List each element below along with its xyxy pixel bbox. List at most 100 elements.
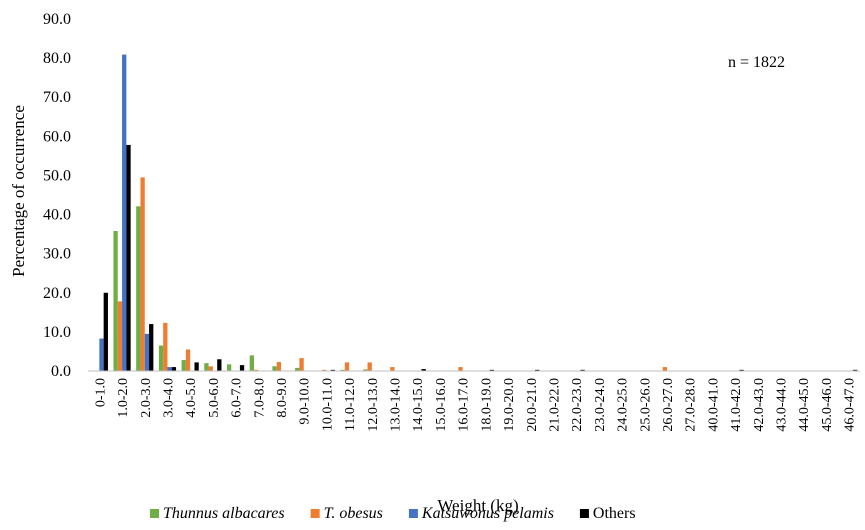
x-tick-label: 23.0-24.0 <box>593 378 608 432</box>
legend-label: Others <box>593 505 636 522</box>
category-group <box>363 362 372 371</box>
legend-label: Thunnus albacares <box>163 505 285 522</box>
bar <box>185 349 191 371</box>
legend-item: Katsuwonus pelamis <box>408 505 554 522</box>
category-group <box>181 349 199 372</box>
x-axis-title: Weight (kg) <box>437 496 518 515</box>
y-tick-label: 20.0 <box>43 285 71 302</box>
bar <box>204 363 209 371</box>
x-tick-label: 46.0-47.0 <box>843 378 858 432</box>
y-tick-label: 80.0 <box>43 50 71 67</box>
bar <box>167 367 172 371</box>
x-tick-label: 6.0-7.0 <box>230 378 245 418</box>
x-tick-label: 2.0-3.0 <box>139 378 154 418</box>
x-tick-label: 12.0-13.0 <box>366 378 381 432</box>
x-tick-label: 10.0-11.0 <box>320 378 335 431</box>
bar <box>253 369 259 371</box>
y-tick-label: 10.0 <box>43 324 71 341</box>
legend-swatch <box>150 509 159 518</box>
legend-swatch <box>310 509 320 518</box>
x-tick-label: 0-1.0 <box>93 378 108 407</box>
x-tick-label: 5.0-6.0 <box>207 378 222 418</box>
legend-swatch <box>408 509 418 518</box>
category-group <box>390 367 395 371</box>
bar <box>181 360 186 371</box>
bar <box>171 367 177 371</box>
category-group <box>662 367 667 371</box>
bar <box>140 177 145 371</box>
sample-size-annotation: n = 1822 <box>728 54 785 71</box>
legend-swatch <box>579 509 589 518</box>
y-tick-label: 0.0 <box>51 363 71 380</box>
bar <box>99 338 104 371</box>
x-tick-label: 19.0-20.0 <box>502 378 517 432</box>
bar <box>113 230 118 371</box>
x-tick-label: 42.0-43.0 <box>752 378 767 432</box>
x-tick-label: 16.0-17.0 <box>457 378 472 432</box>
bar <box>295 367 300 371</box>
category-group <box>421 369 426 371</box>
bar <box>249 355 254 371</box>
category-group <box>226 364 245 371</box>
bar <box>272 366 277 371</box>
category-group <box>322 369 336 371</box>
x-tick-label: 43.0-44.0 <box>775 378 790 432</box>
bar <box>136 206 141 371</box>
category-group <box>489 369 494 371</box>
category-group <box>580 369 585 371</box>
x-tick-label: 24.0-25.0 <box>616 378 631 432</box>
x-tick-label: 13.0-14.0 <box>389 378 404 432</box>
bar <box>535 369 540 371</box>
x-tick-label: 26.0-27.0 <box>661 378 676 432</box>
bar <box>103 292 108 371</box>
bar <box>344 362 350 371</box>
bar <box>122 54 127 372</box>
category-group <box>295 358 304 371</box>
x-tick-label: 27.0-28.0 <box>684 378 699 432</box>
x-tick-label: 22.0-23.0 <box>570 378 585 432</box>
category-group <box>340 362 350 371</box>
bar <box>239 365 245 371</box>
x-tick-label: 14.0-15.0 <box>411 378 426 432</box>
x-tick-label: 11.0-12.0 <box>343 378 358 431</box>
category-group <box>136 177 154 371</box>
bar <box>226 364 232 371</box>
legend-item: T. obesus <box>310 505 383 522</box>
x-tick-label: 44.0-45.0 <box>797 378 812 432</box>
x-tick-label: 41.0-42.0 <box>729 378 744 432</box>
bar <box>390 367 395 371</box>
category-group <box>204 359 222 371</box>
category-group <box>99 292 108 371</box>
y-axis-title: Percentage of occurrence <box>9 105 28 277</box>
category-group <box>113 54 131 372</box>
x-tick-label: 7.0-8.0 <box>252 378 267 418</box>
y-tick-label: 70.0 <box>43 89 71 106</box>
y-tick-label: 50.0 <box>43 167 71 184</box>
bar <box>662 367 667 371</box>
category-group <box>158 322 177 371</box>
bar-groups <box>99 54 858 372</box>
legend-item: Thunnus albacares <box>150 505 285 522</box>
category-group <box>852 369 858 371</box>
bar <box>852 369 858 371</box>
bar <box>489 369 494 371</box>
legend: Thunnus albacares T. obesus Katsuwonus pel… <box>150 505 636 522</box>
category-group <box>272 362 281 371</box>
bar <box>299 358 304 371</box>
bar <box>340 369 345 371</box>
y-tick-label: 90.0 <box>43 11 71 28</box>
x-tick-label: 25.0-26.0 <box>638 378 653 432</box>
bar <box>367 362 372 371</box>
bar <box>194 362 199 371</box>
x-tick-label: 40.0-41.0 <box>706 378 721 432</box>
x-axis-ticks: 0-1.0 1.0-2.0 2.0-3.0 3.0-4.0 4.0-5.0 5.0-6.0… <box>93 378 857 432</box>
bar <box>739 369 744 371</box>
x-tick-label: 4.0-5.0 <box>184 378 199 418</box>
legend-label: Katsuwonus pelamis <box>421 505 554 522</box>
category-group <box>458 367 463 371</box>
bar <box>117 301 123 371</box>
legend-label: T. obesus <box>324 505 383 522</box>
bar <box>421 369 426 371</box>
y-tick-label: 60.0 <box>43 128 71 145</box>
